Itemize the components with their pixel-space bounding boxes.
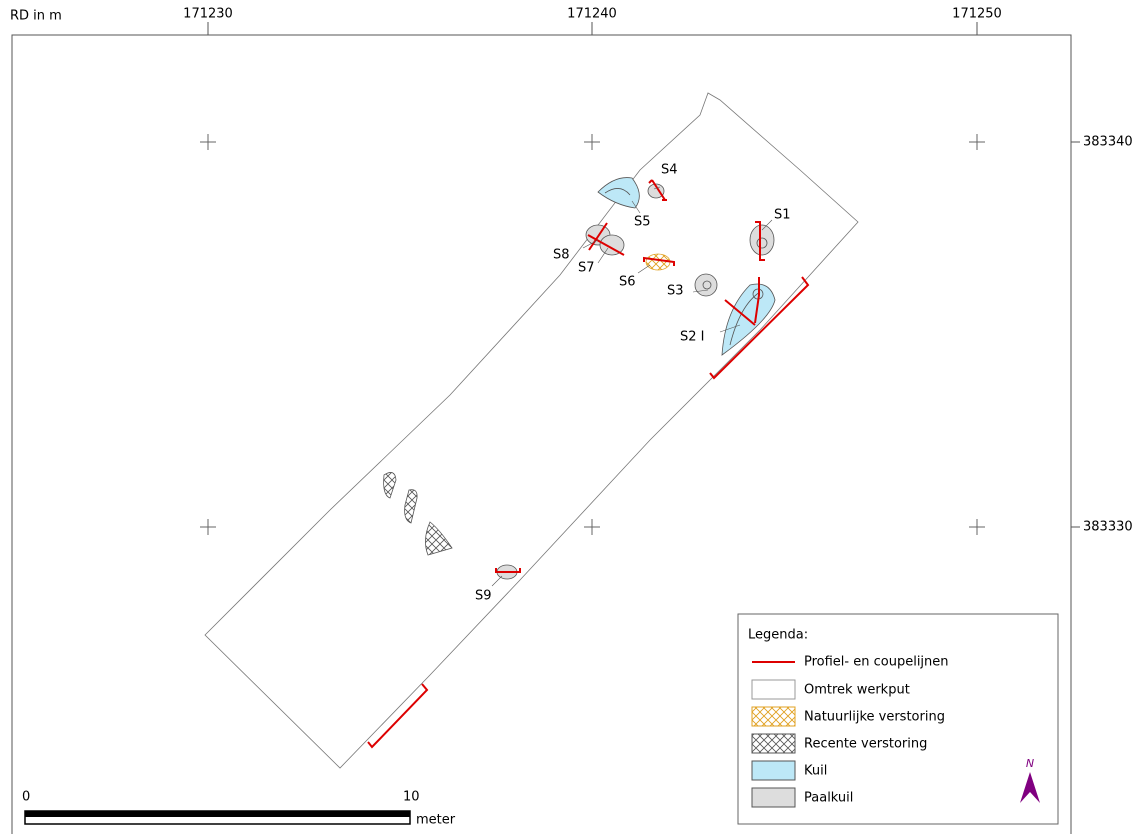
scale-bar: 0 10 meter: [22, 790, 456, 828]
feature-label: S6: [619, 275, 636, 290]
feature-label: S2 I: [680, 330, 705, 345]
feature-label: S7: [578, 261, 595, 276]
x-label: 171230: [183, 7, 233, 22]
y-label: 383330: [1083, 520, 1133, 535]
legend-swatch: [751, 733, 796, 754]
legend-label: Paalkuil: [804, 791, 853, 806]
feature-label: S3: [667, 284, 684, 299]
x-label: 171240: [567, 7, 617, 22]
scale-label: 10: [403, 790, 420, 805]
frame-ticks: [207, 22, 1080, 528]
leaders: [491, 186, 773, 587]
x-labels: 171230 171240 171250: [183, 7, 1080, 528]
legend: Legenda: Profiel- en coupelijnen Omtrek …: [748, 628, 949, 808]
north-label: N: [1026, 757, 1034, 770]
legend-label: Natuurlijke verstoring: [804, 710, 945, 725]
legend-label: Recente verstoring: [804, 737, 927, 752]
legend-swatch: [751, 760, 796, 781]
feature-label: S9: [475, 589, 492, 604]
y-label: 383340: [1083, 135, 1133, 150]
feature-label: S1: [774, 208, 791, 223]
north-arrow: [1020, 772, 1040, 803]
feature-label: S8: [553, 248, 570, 263]
legend-swatch: [751, 787, 796, 808]
legend-swatch: [751, 679, 796, 700]
legend-label: Kuil: [804, 764, 827, 779]
legend-label: Omtrek werkput: [804, 683, 910, 698]
legend-swatch: [751, 706, 796, 727]
excavation-outline: [204, 92, 859, 769]
corner-label: RD in m: [10, 9, 62, 24]
grid-crosses: [200, 134, 985, 535]
feature-label: S4: [661, 163, 678, 178]
scale-label: 0: [22, 790, 30, 805]
legend-title: Legenda:: [748, 628, 808, 643]
section-lines: [367, 179, 810, 749]
x-label: 171250: [952, 7, 1002, 22]
scale-unit: meter: [416, 813, 456, 828]
legend-label: Profiel- en coupelijnen: [804, 655, 949, 670]
feature-label: S5: [634, 215, 651, 230]
